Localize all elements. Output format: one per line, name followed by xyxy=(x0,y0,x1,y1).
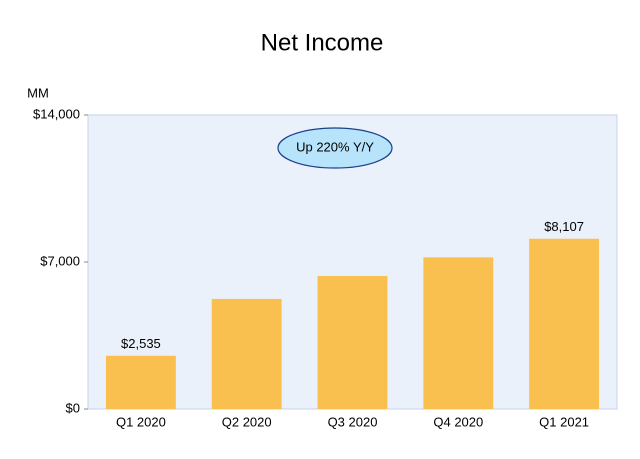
annotation-bubble xyxy=(277,127,393,169)
x-tick-label: Q2 2020 xyxy=(222,414,272,429)
y-tick-label: $0 xyxy=(66,400,80,415)
value-label: $8,107 xyxy=(544,219,584,234)
x-tick-label: Q1 2021 xyxy=(539,414,589,429)
y-axis-label: MM xyxy=(27,85,49,100)
x-tick-label: Q1 2020 xyxy=(116,414,166,429)
bar xyxy=(529,238,600,409)
bar xyxy=(423,257,494,409)
y-tick-label: $14,000 xyxy=(33,106,80,121)
x-tick-label: Q4 2020 xyxy=(433,414,483,429)
bar xyxy=(211,298,282,409)
chart-title: Net Income xyxy=(261,29,384,56)
annotation: Up 220% Y/Y xyxy=(296,139,374,154)
y-tick-label: $7,000 xyxy=(40,253,80,268)
bar xyxy=(105,355,176,409)
x-tick-label: Q3 2020 xyxy=(328,414,378,429)
bar xyxy=(317,276,388,409)
value-label: $2,535 xyxy=(121,336,161,351)
